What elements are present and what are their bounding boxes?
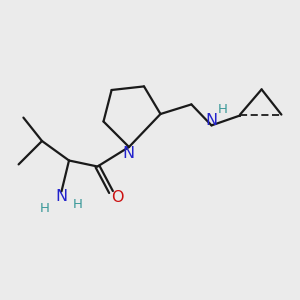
Text: N: N: [206, 113, 218, 128]
Text: H: H: [40, 202, 50, 215]
Text: H: H: [73, 197, 83, 211]
Text: O: O: [111, 190, 124, 205]
Text: N: N: [122, 146, 134, 161]
Text: H: H: [218, 103, 227, 116]
Text: N: N: [56, 189, 68, 204]
